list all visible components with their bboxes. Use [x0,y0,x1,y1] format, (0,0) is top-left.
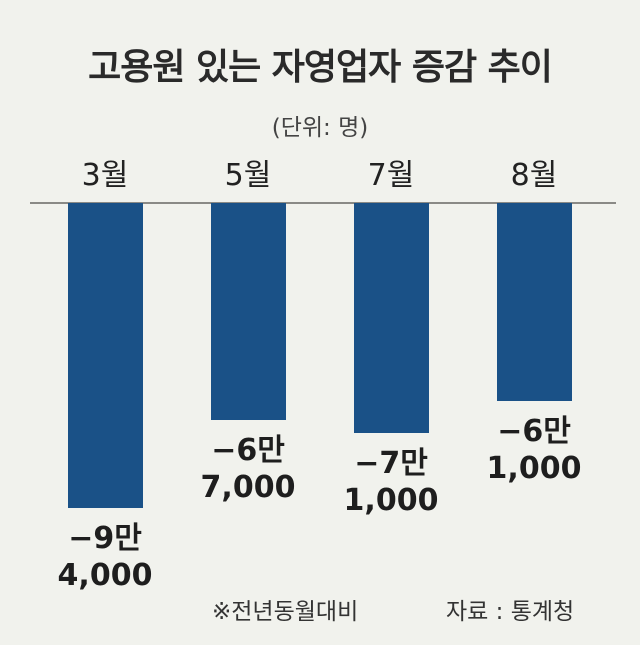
data-label-1-line1: −6만 [211,433,285,469]
data-label-3-line2: 1,000 [486,450,582,486]
data-label-0: −9만 4,000 [30,520,180,594]
source-label: 자료 : 통계청 [446,599,575,625]
footnote: ※전년동월대비 [212,599,359,625]
unit-label: (단위: 명) [271,115,369,141]
category-label-1: 5월 [224,158,272,193]
data-label-2-line1: −7만 [354,446,428,482]
bar-2 [353,203,429,434]
data-label-2: −7만 1,000 [316,445,466,519]
data-label-3: −6만 1,000 [459,413,609,487]
data-label-2-line2: 1,000 [343,483,439,519]
category-label-0: 3월 [81,158,129,193]
zero-baseline [30,202,616,204]
bar-0 [67,203,143,508]
chart-title: 고용원 있는 자영업자 증감 추이 [88,47,553,88]
data-label-0-line1: −9만 [68,521,142,556]
category-label-2: 7월 [367,158,415,193]
category-label-3: 8월 [510,158,558,193]
bar-3 [496,203,572,401]
data-label-1: −6만 7,000 [173,432,323,506]
bar-1 [210,203,286,421]
data-label-3-line1: −6만 [497,413,571,449]
data-label-1-line2: 7,000 [200,470,296,506]
data-label-0-line2: 4,000 [57,558,153,593]
